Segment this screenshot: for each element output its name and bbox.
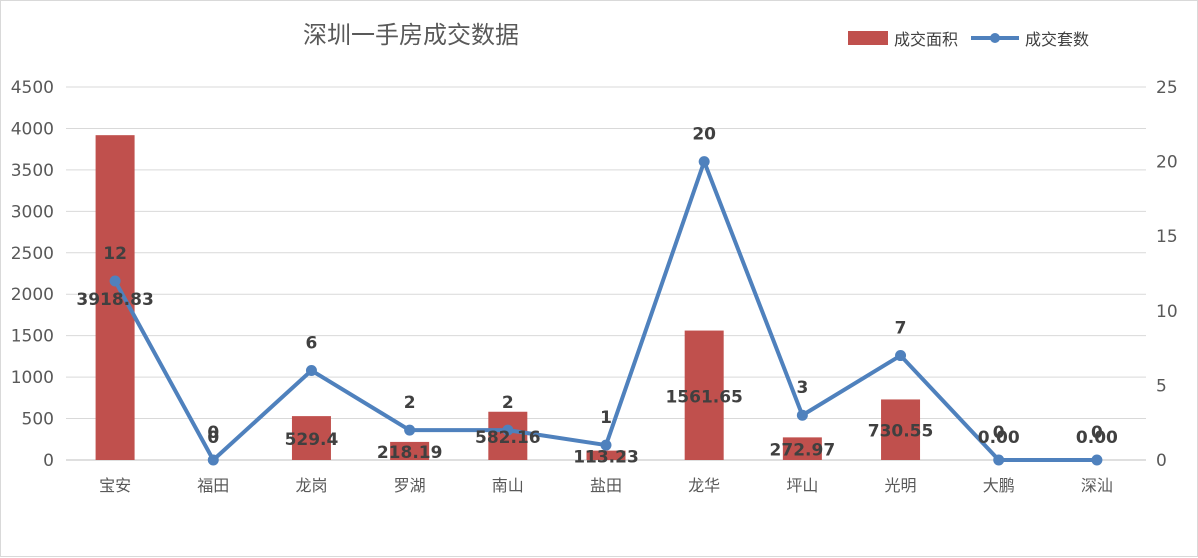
right-axis-tick-label: 5: [1156, 376, 1167, 396]
line-point: [207, 454, 219, 466]
right-axis-tick-label: 0: [1156, 451, 1167, 471]
right-axis-tick-label: 20: [1156, 153, 1178, 173]
bar: [95, 135, 135, 460]
bar: [291, 416, 331, 460]
right-axis-tick-label: 25: [1156, 78, 1178, 98]
chart-title: 深圳一手房成交数据: [303, 21, 519, 49]
line-point: [895, 350, 907, 362]
bar-data-label: 3918.83: [76, 290, 153, 310]
legend-label-count: 成交套数: [1025, 30, 1089, 49]
category-axis: 宝安 福田 龙岗 罗湖 南山 盐田 龙华 坪山 光明 大鹏 深汕: [99, 476, 1113, 495]
line-data-label: 2: [502, 393, 514, 413]
left-axis-tick-label: 500: [22, 410, 54, 430]
left-axis-tick-label: 4000: [11, 119, 54, 139]
bar-data-label: 1561.65: [665, 387, 742, 407]
line-data-label: 12: [103, 244, 127, 264]
category-label: 盐田: [590, 476, 622, 495]
bar: [586, 450, 626, 460]
line-data-label: 0: [993, 423, 1005, 443]
line-point: [600, 439, 612, 451]
bar: [782, 437, 822, 460]
bar-data-labels: 3918.830 529.4218.19582.16113.231561.6527…: [76, 290, 1118, 467]
left-axis-tick-label: 1500: [11, 327, 54, 347]
bar-data-label: 0: [207, 428, 219, 448]
line-data-label: 1: [600, 408, 612, 428]
bar-data-label: 529.4: [285, 430, 339, 450]
bar: [881, 399, 921, 460]
legend-swatch-bar: [848, 31, 888, 45]
category-label: 光明: [885, 476, 917, 495]
bar-data-label: 0.00: [978, 428, 1020, 448]
bar: [488, 411, 528, 460]
line-data-label: 2: [404, 393, 416, 413]
line-data-label: 7: [895, 319, 907, 339]
line-data-label: 3: [796, 378, 808, 398]
left-axis: 0 500 1000 1500 2000 2500 3000 3500 4000 4500: [11, 78, 54, 471]
category-label: 龙华: [688, 476, 720, 495]
bar-data-label: 730.55: [868, 422, 934, 442]
legend: 成交面积 成交套数: [848, 30, 1089, 49]
legend-label-area: 成交面积: [894, 30, 958, 49]
line-data-label: 0: [1091, 423, 1103, 443]
category-label: 大鹏: [983, 476, 1015, 495]
bar-series: [95, 135, 921, 460]
right-axis: 0 5 10 15 20 25: [1156, 78, 1178, 471]
bar-data-label: 218.19: [377, 443, 443, 463]
left-axis-tick-label: 3000: [11, 202, 54, 222]
line-point: [1091, 454, 1103, 466]
category-label: 宝安: [99, 476, 131, 495]
bar: [390, 441, 430, 460]
bar-data-label: 582.16: [475, 428, 541, 448]
bar-data-label: 272.97: [770, 441, 836, 461]
line-point: [305, 364, 317, 376]
line-point: [502, 424, 514, 436]
grid-lines: [66, 86, 1146, 461]
line-point: [698, 156, 710, 168]
line-data-label: 0: [207, 423, 219, 443]
left-axis-tick-label: 2500: [11, 244, 54, 264]
category-label: 罗湖: [394, 476, 426, 495]
bar-data-label: 113.23: [573, 447, 639, 467]
right-axis-tick-label: 10: [1156, 302, 1178, 322]
category-label: 南山: [492, 476, 524, 495]
line-point: [993, 454, 1005, 466]
legend-swatch-marker: [990, 33, 1000, 43]
bar-data-label: 0.00: [1076, 428, 1118, 448]
left-axis-tick-label: 0: [43, 451, 54, 471]
line-data-label: 6: [306, 333, 318, 353]
left-axis-tick-label: 3500: [11, 161, 54, 181]
right-axis-tick-label: 15: [1156, 227, 1178, 247]
category-label: 福田: [197, 476, 229, 495]
left-axis-tick-label: 2000: [11, 285, 54, 305]
category-label: 龙岗: [295, 476, 327, 495]
line-data-label: 20: [692, 125, 716, 145]
category-label: 坪山: [786, 476, 818, 495]
bar: [684, 330, 724, 460]
left-axis-tick-label: 4500: [11, 78, 54, 98]
line-point: [404, 424, 416, 436]
line-point: [109, 275, 121, 287]
line-series: [109, 156, 1103, 466]
left-axis-tick-label: 1000: [11, 368, 54, 388]
line-point: [796, 409, 808, 421]
category-label: 深汕: [1081, 476, 1113, 495]
